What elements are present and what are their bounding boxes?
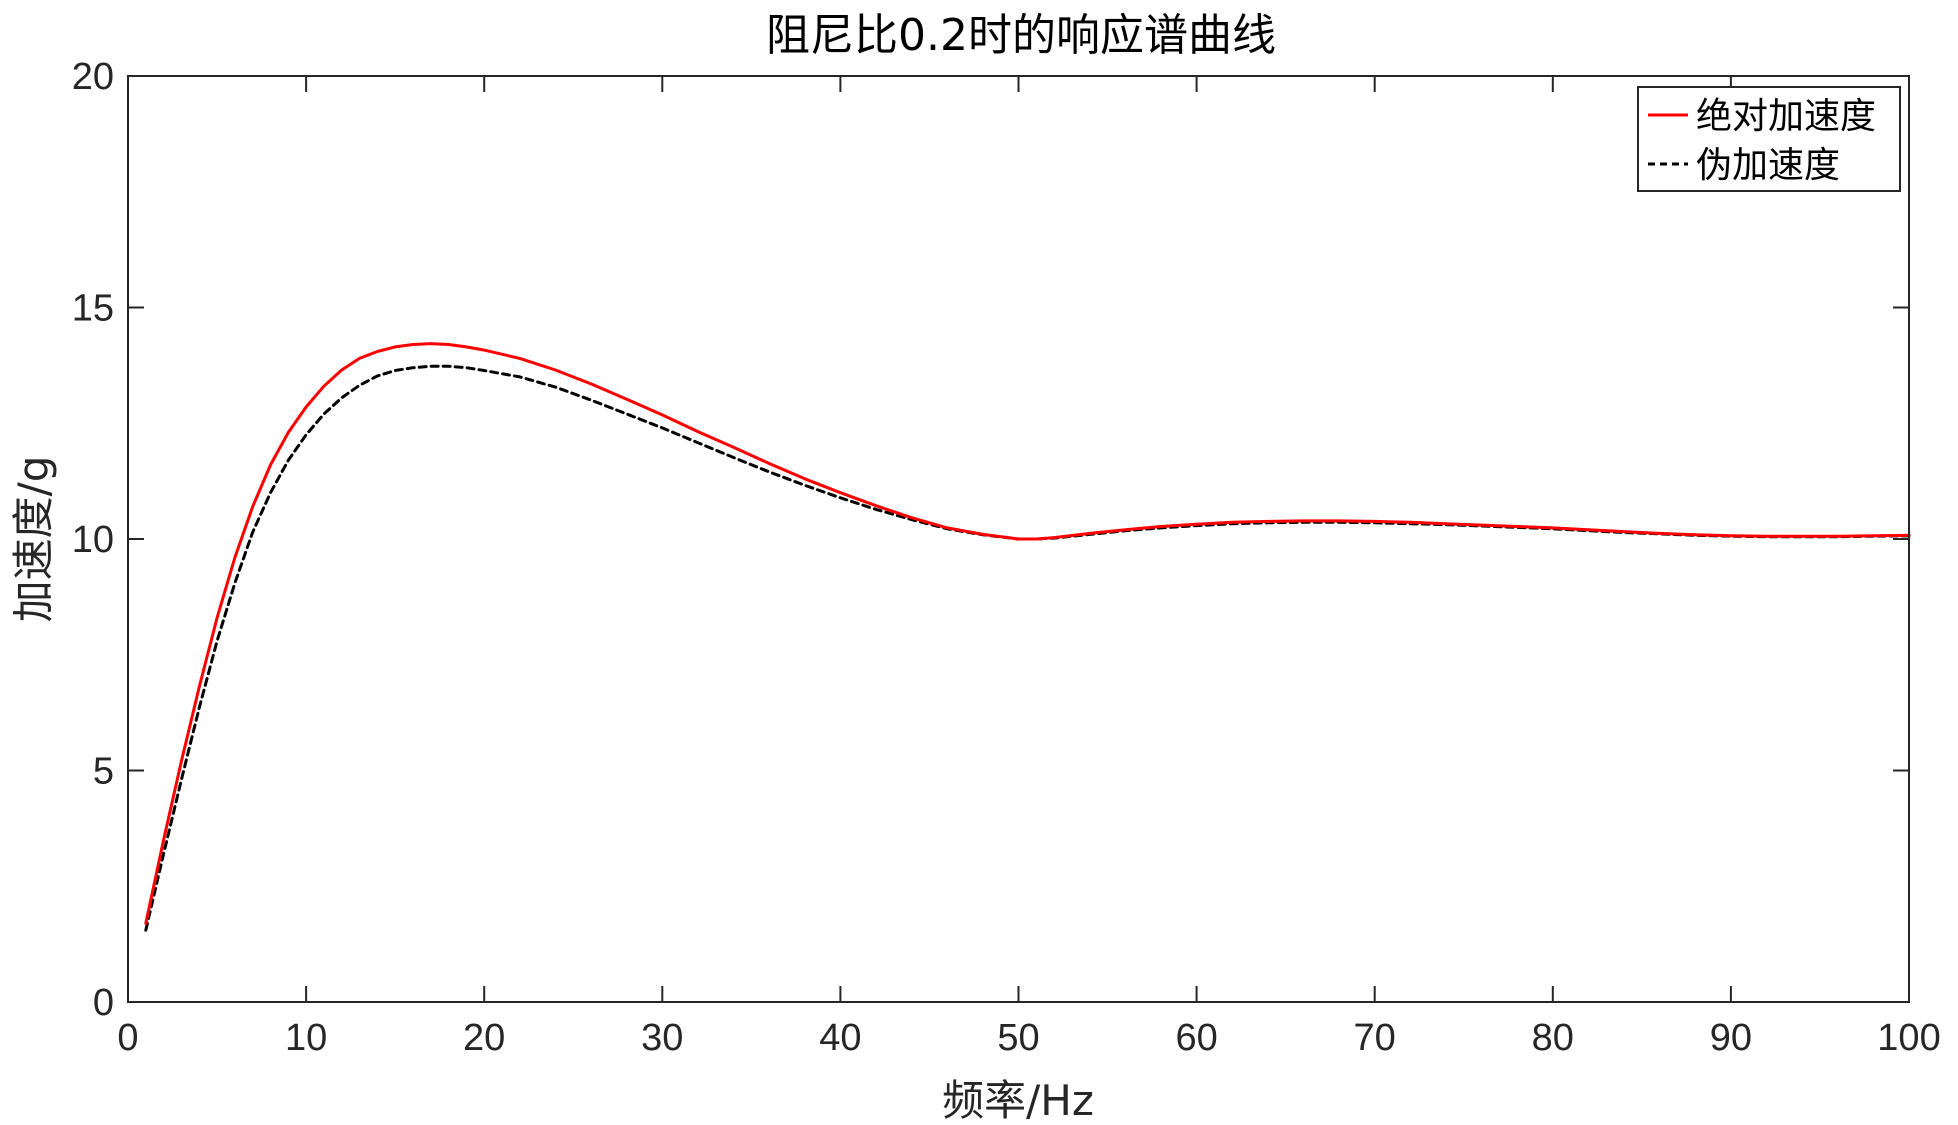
x-tick-label: 20 xyxy=(463,1017,505,1059)
x-tick-label: 50 xyxy=(997,1017,1039,1059)
chart-title: 阻尼比0.2时的响应谱曲线 xyxy=(766,10,1276,61)
x-tick-label: 30 xyxy=(641,1017,683,1059)
series-line-absolute-acceleration xyxy=(144,342,1911,925)
x-tick-label: 60 xyxy=(1175,1017,1217,1059)
x-tick-label: 80 xyxy=(1532,1017,1574,1059)
x-tick-label: 100 xyxy=(1877,1017,1940,1059)
legend-box xyxy=(1637,86,1901,192)
y-tick-label: 0 xyxy=(93,982,114,1024)
legend-label-absolute-acceleration: 绝对加速度 xyxy=(1696,96,1876,137)
legend: 绝对加速度 伪加速度 xyxy=(1637,86,1901,192)
y-tick-label: 15 xyxy=(72,288,114,330)
x-tick-label: 10 xyxy=(285,1017,327,1059)
x-axis-label: 频率/Hz xyxy=(942,1076,1094,1125)
x-axis-ticks: 0 10 20 30 40 50 60 70 80 90 100 xyxy=(117,76,1941,1059)
legend-label-pseudo-acceleration: 伪加速度 xyxy=(1696,145,1840,186)
series-layer xyxy=(144,342,1911,932)
x-tick-label: 70 xyxy=(1354,1017,1396,1059)
y-tick-label: 20 xyxy=(72,56,114,98)
y-axis-label: 加速度/g xyxy=(9,456,58,623)
plot-border xyxy=(127,75,1910,1003)
y-tick-label: 10 xyxy=(72,519,114,561)
y-tick-label: 5 xyxy=(93,751,114,793)
x-tick-label: 0 xyxy=(117,1017,138,1059)
x-tick-label: 90 xyxy=(1710,1017,1752,1059)
x-tick-label: 40 xyxy=(819,1017,861,1059)
